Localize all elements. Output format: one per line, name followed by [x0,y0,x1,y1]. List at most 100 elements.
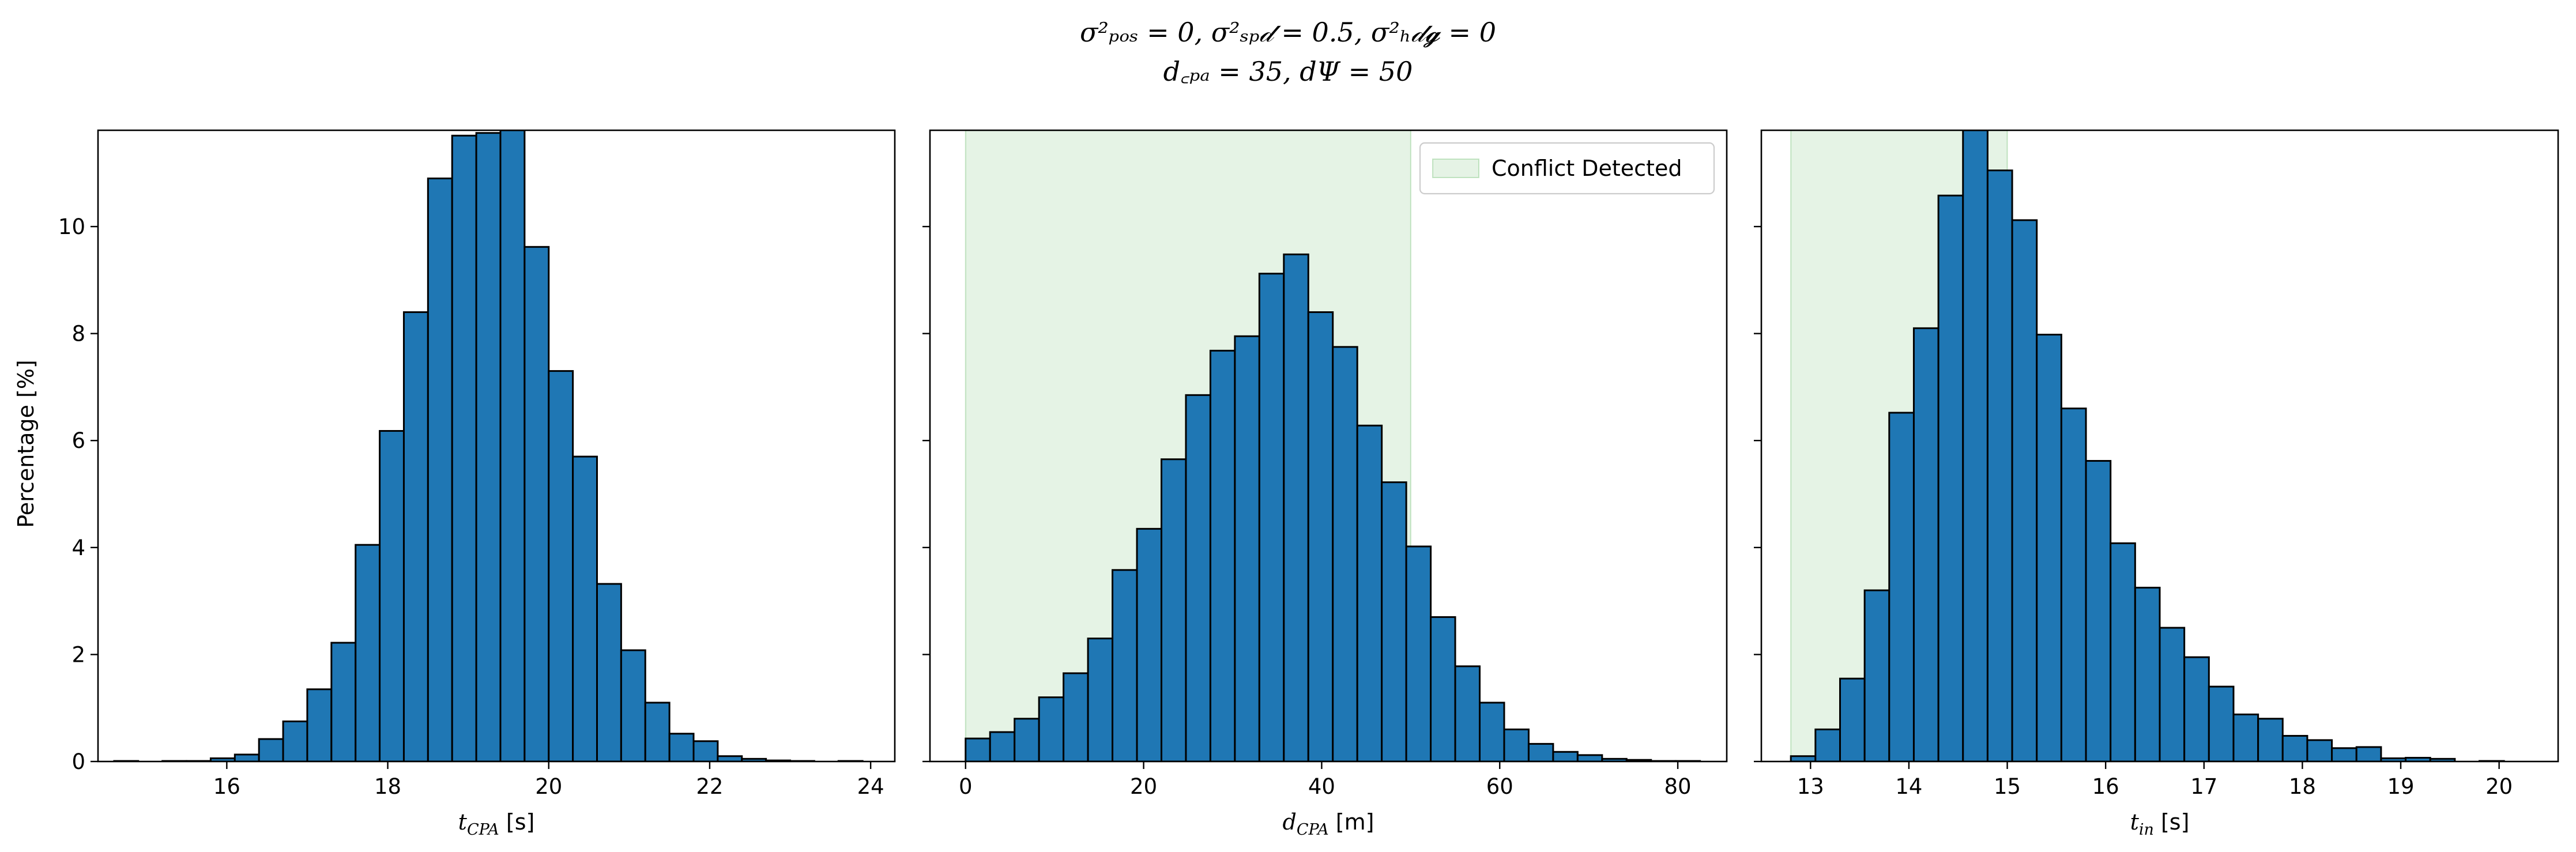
histogram-bar [355,544,381,761]
legend: Conflict Detected [1419,142,1715,195]
histogram-bar [2060,408,2087,761]
histogram-bar [1136,527,1162,761]
x-axis-label: dCPA [m] [1283,809,1374,839]
figure-title-line-2: d꜀ₚₐ = 35, dΨ = 50 [1163,56,1413,87]
plot-area [965,130,1701,761]
plot-area [1790,130,2505,761]
histogram-bar [2085,459,2112,761]
histogram-bar [1160,458,1187,761]
x-tick-label: 18 [2289,774,2316,799]
histogram-bar [1038,696,1065,761]
histogram-bar [475,132,502,761]
figure-title-line-1: σ²ₚₒₛ = 0, σ²ₛₚ𝒹 = 0.5, σ²ₕ𝒹𝓰 = 0 [1080,17,1496,48]
histogram-bar [2159,627,2186,761]
histogram-bar [524,246,550,761]
y-tick-label: 0 [71,749,85,774]
histogram-bar [1962,130,1989,761]
histogram-bar [2134,586,2161,761]
histogram-bar [717,755,743,761]
histogram-bar [451,134,477,761]
histogram-bar [499,130,526,761]
x-tick-label: 15 [1994,774,2021,799]
histogram-bar [1430,616,1456,761]
plot-area [113,130,864,761]
histogram-bar [1888,412,1915,761]
x-tick-label: 19 [2387,774,2414,799]
y-tick-label: 6 [71,428,85,453]
histogram-bar [1479,702,1505,761]
x-tick-label: 40 [1308,774,1335,799]
x-tick-label: 0 [959,774,973,799]
axes-frame [97,129,896,763]
histogram-bar [1814,728,1841,761]
x-tick-label: 14 [1895,774,1922,799]
histogram-bar [2183,656,2210,761]
histogram-bar [1356,424,1383,761]
histogram-bar [1790,755,1817,761]
x-tick-label: 22 [696,774,723,799]
histogram-bar [1014,718,1040,761]
histogram-bar [1912,327,1939,761]
axes-frame [929,129,1728,763]
histogram-bar [427,178,453,761]
histogram-bar [1986,169,2013,761]
histogram-bar [2306,739,2333,761]
legend-label: Conflict Detected [1492,156,1682,181]
x-tick-label: 16 [2092,774,2119,799]
histogram-bar [1552,751,1579,761]
y-tick-label: 10 [58,214,85,239]
x-tick-label: 18 [374,774,401,799]
legend-swatch [1432,159,1479,178]
y-tick-label: 2 [71,642,85,667]
histogram-bar [1863,589,1890,761]
histogram-bar [2355,746,2382,761]
histogram-bar [1332,346,1358,761]
histogram-bar [2036,333,2062,761]
histogram-bar [2110,542,2136,761]
histogram-bar [2208,685,2235,761]
histogram-bar [402,311,429,761]
histogram-bar [989,731,1016,761]
histogram-bar [1937,194,1964,761]
histogram-bar [1381,481,1407,761]
legend-box [1419,142,1715,195]
histogram-bar [2011,219,2038,761]
histogram-bar [1234,335,1260,761]
histogram-bar [1063,672,1089,761]
histogram-bar [330,642,357,761]
histogram-bar [306,688,333,761]
histogram-bar [1283,253,1309,761]
x-tick-label: 80 [1664,774,1692,799]
x-axis-label: tCPA [s] [458,809,535,839]
histogram-bar [1454,665,1481,761]
x-tick-label: 20 [1130,774,1157,799]
histogram-bar [2429,757,2456,761]
y-axis-label: Percentage [%] [13,360,39,528]
axes-frame [1760,129,2559,763]
histogram-bar [572,455,598,761]
histogram-bar [2331,747,2357,761]
histogram-bar [596,583,622,761]
histogram-bar [1185,394,1211,761]
histogram-bar [548,370,574,761]
histogram-bar [2281,734,2308,761]
histogram-bar [620,649,646,761]
subplot-3: 13 14 15 16 17 18 19 20 tin [s] [1754,129,2559,839]
x-tick-label: 13 [1797,774,1824,799]
subplot-2: 0 20 40 60 80 dCPA [m] Conflict Detected [922,129,1728,839]
x-tick-label: 60 [1486,774,1513,799]
histogram-bar [1503,728,1530,761]
histogram-bar [965,737,991,761]
histogram-bar [2232,713,2259,761]
histogram-bar [234,753,260,761]
histogram-bar [2257,718,2284,761]
histogram-bar [1112,569,1138,761]
x-tick-label: 16 [213,774,240,799]
histogram-bar [379,430,405,761]
histogram-bar [258,738,284,761]
histogram-bar [282,720,308,761]
x-tick-label: 20 [535,774,562,799]
histogram-bar [1307,311,1334,761]
